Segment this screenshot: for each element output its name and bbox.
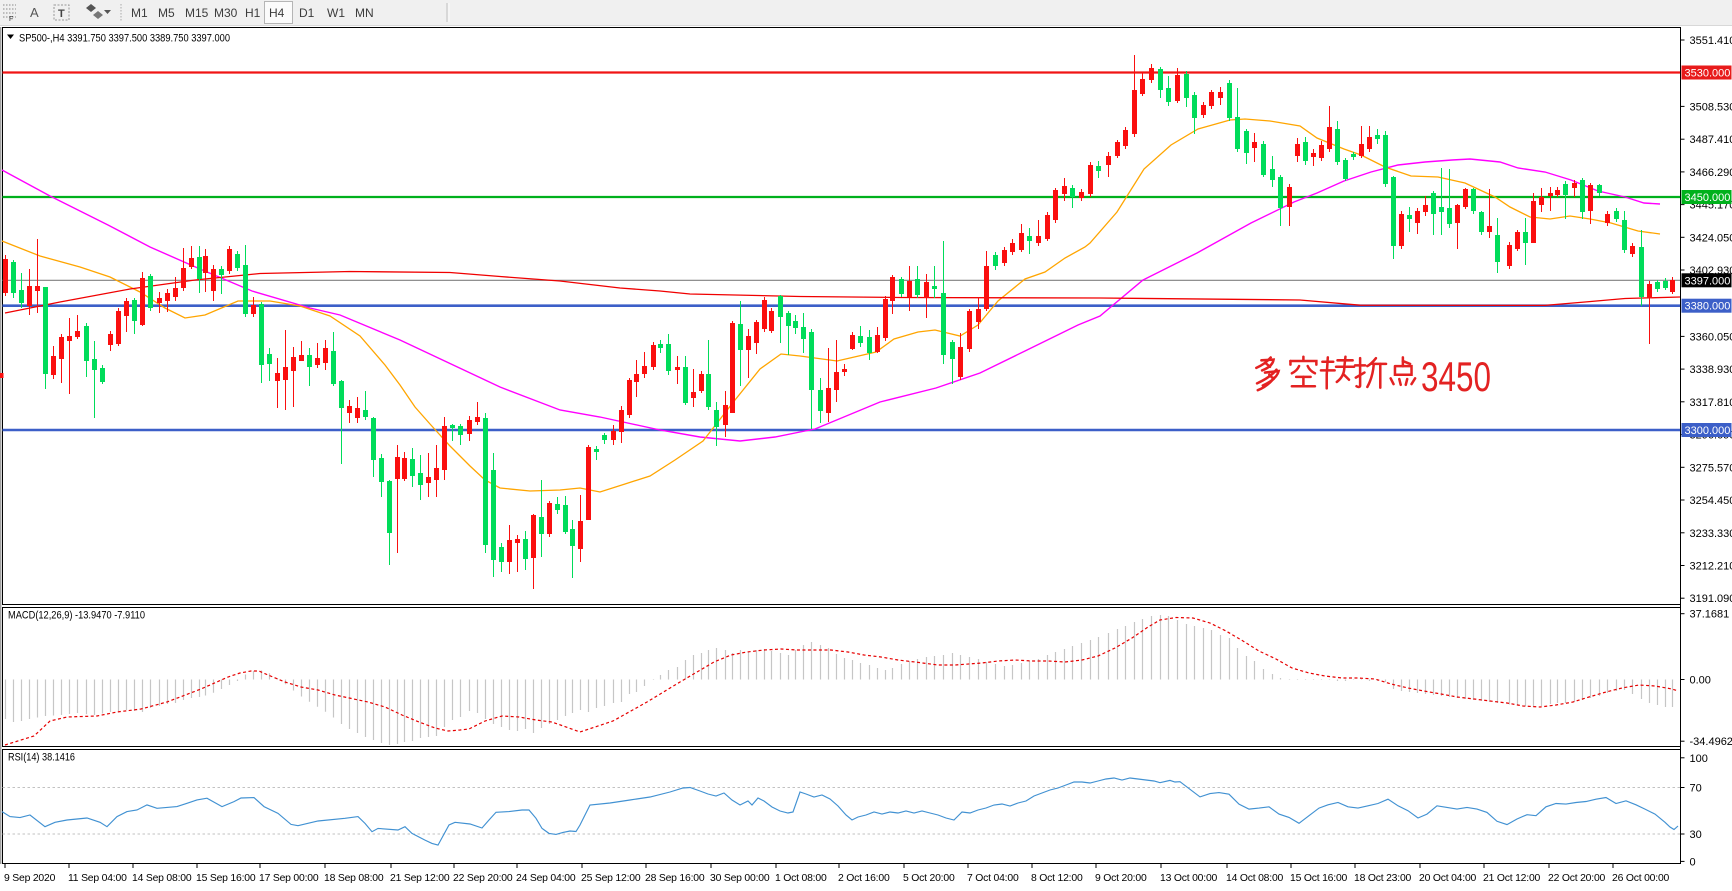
svg-text:MN: MN bbox=[355, 6, 374, 20]
svg-text:3254.450: 3254.450 bbox=[1690, 495, 1732, 507]
svg-text:9 Oct 20:00: 9 Oct 20:00 bbox=[1095, 873, 1147, 884]
svg-text:37.1681: 37.1681 bbox=[1690, 609, 1730, 621]
svg-text:17 Sep 00:00: 17 Sep 00:00 bbox=[259, 873, 319, 884]
svg-text:0: 0 bbox=[1690, 856, 1696, 868]
svg-text:14 Sep 08:00: 14 Sep 08:00 bbox=[132, 873, 192, 884]
svg-text:30 Sep 00:00: 30 Sep 00:00 bbox=[710, 873, 770, 884]
svg-text:3275.570: 3275.570 bbox=[1690, 462, 1732, 474]
svg-text:3360.050: 3360.050 bbox=[1690, 331, 1732, 343]
svg-text:18 Oct 23:00: 18 Oct 23:00 bbox=[1354, 873, 1412, 884]
svg-text:100: 100 bbox=[1690, 753, 1708, 765]
svg-text:3338.930: 3338.930 bbox=[1690, 364, 1732, 376]
svg-text:5 Oct 20:00: 5 Oct 20:00 bbox=[903, 873, 955, 884]
svg-text:M5: M5 bbox=[158, 6, 175, 20]
svg-text:22 Sep 20:00: 22 Sep 20:00 bbox=[453, 873, 513, 884]
svg-text:2 Oct 16:00: 2 Oct 16:00 bbox=[838, 873, 890, 884]
svg-text:3212.210: 3212.210 bbox=[1690, 561, 1732, 573]
svg-text:3300.000: 3300.000 bbox=[1685, 425, 1731, 437]
svg-text:3487.410: 3487.410 bbox=[1690, 134, 1732, 146]
svg-text:3397.000: 3397.000 bbox=[1685, 275, 1731, 287]
svg-text:D1: D1 bbox=[299, 6, 315, 20]
svg-text:15 Sep 16:00: 15 Sep 16:00 bbox=[196, 873, 256, 884]
svg-text:W1: W1 bbox=[327, 6, 345, 20]
svg-text:14 Oct 08:00: 14 Oct 08:00 bbox=[1226, 873, 1284, 884]
svg-text:30: 30 bbox=[1690, 829, 1702, 841]
svg-text:3466.290: 3466.290 bbox=[1690, 167, 1732, 179]
svg-text:1 Oct 08:00: 1 Oct 08:00 bbox=[775, 873, 827, 884]
svg-text:25 Sep 12:00: 25 Sep 12:00 bbox=[581, 873, 641, 884]
svg-text:SP500-,H4 3391.750 3397.500 3: SP500-,H4 3391.750 3397.500 3389.750 339… bbox=[19, 33, 230, 45]
svg-text:15 Oct 16:00: 15 Oct 16:00 bbox=[1290, 873, 1348, 884]
svg-text:3191.090: 3191.090 bbox=[1690, 593, 1732, 605]
svg-text:18 Sep 08:00: 18 Sep 08:00 bbox=[324, 873, 384, 884]
svg-text:3380.000: 3380.000 bbox=[1685, 301, 1731, 313]
svg-text:7 Oct 04:00: 7 Oct 04:00 bbox=[967, 873, 1019, 884]
svg-text:3233.330: 3233.330 bbox=[1690, 528, 1732, 540]
svg-text:9 Sep 2020: 9 Sep 2020 bbox=[4, 873, 56, 884]
svg-text:13 Oct 00:00: 13 Oct 00:00 bbox=[1160, 873, 1218, 884]
svg-text:70: 70 bbox=[1690, 783, 1702, 795]
svg-text:8 Oct 12:00: 8 Oct 12:00 bbox=[1031, 873, 1083, 884]
svg-text:3317.810: 3317.810 bbox=[1690, 397, 1732, 409]
svg-text:22 Oct 20:00: 22 Oct 20:00 bbox=[1548, 873, 1606, 884]
svg-text:MACD(12,26,9) -13.9470 -7.9110: MACD(12,26,9) -13.9470 -7.9110 bbox=[8, 610, 145, 622]
svg-text:H1: H1 bbox=[245, 6, 261, 20]
svg-text:T: T bbox=[58, 8, 65, 20]
svg-text:21 Oct 12:00: 21 Oct 12:00 bbox=[1483, 873, 1541, 884]
svg-text:3530.000: 3530.000 bbox=[1685, 68, 1731, 80]
svg-text:H4: H4 bbox=[269, 6, 285, 20]
svg-text:3424.050: 3424.050 bbox=[1690, 232, 1732, 244]
svg-text:0.00: 0.00 bbox=[1690, 675, 1711, 687]
svg-text:-34.4962: -34.4962 bbox=[1690, 736, 1732, 748]
svg-text:3551.410: 3551.410 bbox=[1690, 35, 1732, 47]
svg-text:3450.000: 3450.000 bbox=[1685, 192, 1731, 204]
svg-text:M30: M30 bbox=[214, 6, 238, 20]
svg-text:20 Oct 04:00: 20 Oct 04:00 bbox=[1419, 873, 1477, 884]
svg-text:21 Sep 12:00: 21 Sep 12:00 bbox=[390, 873, 450, 884]
svg-text:11 Sep 04:00: 11 Sep 04:00 bbox=[68, 873, 127, 884]
svg-text:24 Sep 04:00: 24 Sep 04:00 bbox=[516, 873, 576, 884]
svg-text:A: A bbox=[30, 5, 39, 20]
svg-text:3508.530: 3508.530 bbox=[1690, 101, 1732, 113]
svg-text:3450: 3450 bbox=[1421, 353, 1491, 400]
svg-text:M1: M1 bbox=[131, 6, 148, 20]
svg-text:M15: M15 bbox=[185, 6, 209, 20]
svg-text:28 Sep 16:00: 28 Sep 16:00 bbox=[645, 873, 705, 884]
svg-text:RSI(14) 38.1416: RSI(14) 38.1416 bbox=[8, 752, 75, 764]
svg-text:F: F bbox=[9, 16, 13, 23]
svg-text:26 Oct 00:00: 26 Oct 00:00 bbox=[1612, 873, 1670, 884]
